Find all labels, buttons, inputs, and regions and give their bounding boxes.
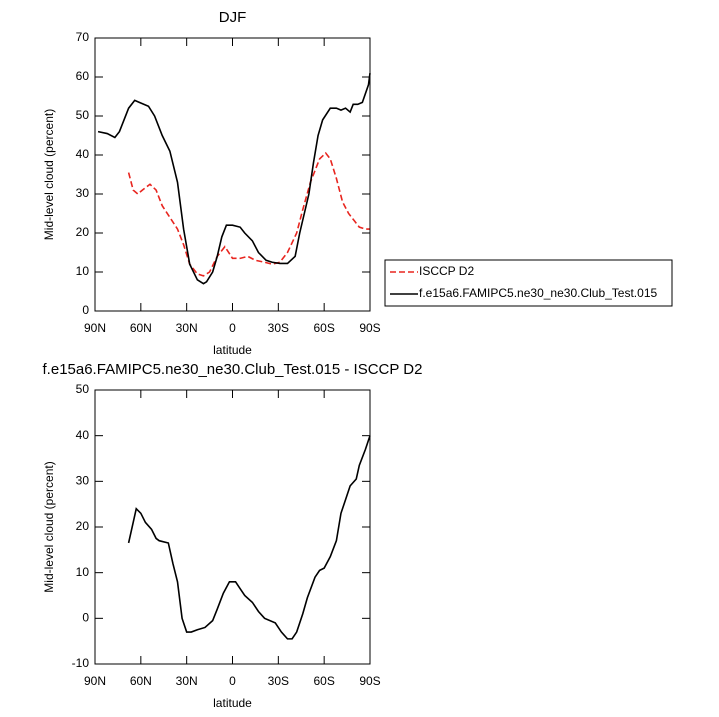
y-tick-label: 30 xyxy=(76,186,90,200)
x-tick-label: 90N xyxy=(84,674,106,688)
x-tick-label: 30N xyxy=(176,321,198,335)
y-tick-label: 70 xyxy=(76,30,90,44)
data-line xyxy=(127,151,370,277)
x-axis-label: latitude xyxy=(213,343,252,357)
y-tick-label: -10 xyxy=(72,656,90,670)
x-tick-label: 30S xyxy=(268,321,289,335)
y-tick-label: 20 xyxy=(76,519,90,533)
x-axis-label: latitude xyxy=(213,696,252,710)
x-tick-label: 90S xyxy=(359,321,380,335)
plot-frame xyxy=(94,37,371,312)
y-tick-label: 40 xyxy=(76,147,90,161)
y-tick-label: 60 xyxy=(76,69,90,83)
y-tick-label: 40 xyxy=(76,428,90,442)
y-axis-label: Mid-level cloud (percent) xyxy=(42,109,56,240)
x-tick-label: 60S xyxy=(313,321,334,335)
legend-label: ISCCP D2 xyxy=(419,264,474,278)
x-tick-label: 90N xyxy=(84,321,106,335)
plot-frame xyxy=(94,389,371,665)
x-tick-label: 30S xyxy=(268,674,289,688)
y-tick-label: 30 xyxy=(76,474,90,488)
x-tick-label: 0 xyxy=(229,674,236,688)
x-tick-label: 60N xyxy=(130,674,152,688)
x-tick-label: 60N xyxy=(130,321,152,335)
data-line xyxy=(127,435,371,640)
x-tick-label: 60S xyxy=(313,674,334,688)
legend-box xyxy=(384,259,673,307)
x-tick-label: 90S xyxy=(359,674,380,688)
x-tick-label: 0 xyxy=(229,321,236,335)
y-tick-label: 10 xyxy=(76,264,90,278)
y-tick-label: 10 xyxy=(76,565,90,579)
y-tick-label: 0 xyxy=(82,611,89,625)
x-tick-label: 30N xyxy=(176,674,198,688)
y-tick-label: 50 xyxy=(76,382,90,396)
y-tick-label: 0 xyxy=(82,303,89,317)
chart-title: DJF xyxy=(219,9,247,26)
legend-label: f.e15a6.FAMIPC5.ne30_ne30.Club_Test.015 xyxy=(419,286,657,300)
y-tick-label: 20 xyxy=(76,225,90,239)
y-axis-label: Mid-level cloud (percent) xyxy=(42,461,56,592)
chart-title: f.e15a6.FAMIPC5.ne30_ne30.Club_Test.015 … xyxy=(43,361,423,378)
y-tick-label: 50 xyxy=(76,108,90,122)
data-line xyxy=(97,72,371,285)
